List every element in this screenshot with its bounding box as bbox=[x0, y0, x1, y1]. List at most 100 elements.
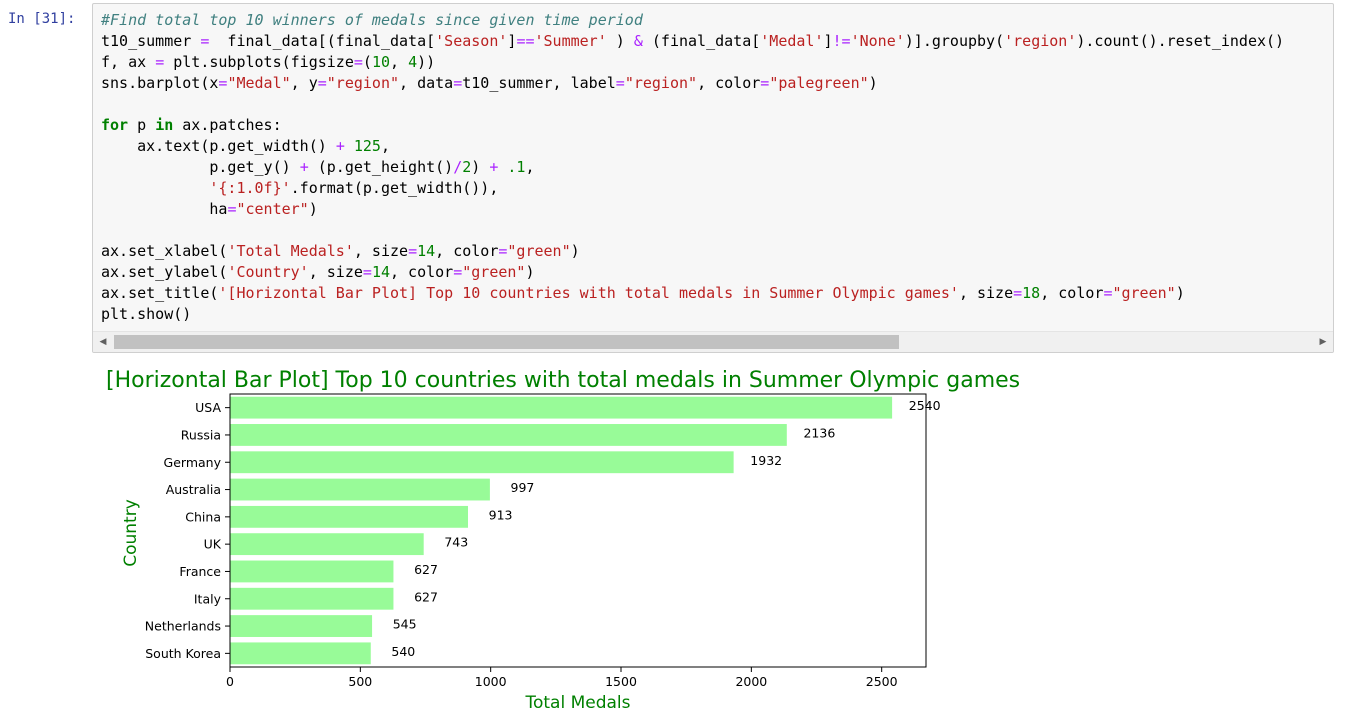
code-token: plt.show() bbox=[101, 305, 192, 323]
code-token: ha bbox=[101, 200, 228, 218]
code-line[interactable]: f, ax = plt.subplots(figsize=(10, 4)) bbox=[101, 52, 1333, 73]
code-token: = bbox=[408, 242, 418, 260]
bar bbox=[230, 533, 424, 556]
code-token: ax.text(p.get_width() bbox=[101, 137, 336, 155]
code-token: = bbox=[362, 263, 372, 281]
code-token: ) bbox=[471, 158, 490, 176]
bar-data-label: 2136 bbox=[803, 425, 835, 440]
y-tick-label: Netherlands bbox=[145, 619, 221, 634]
code-line[interactable]: ax.set_xlabel('Total Medals', size=14, c… bbox=[101, 241, 1333, 262]
code-token: , color bbox=[697, 74, 761, 92]
code-token: t10_summer bbox=[101, 32, 201, 50]
code-token: = bbox=[155, 53, 165, 71]
code-line[interactable]: ax.set_ylabel('Country', size=14, color=… bbox=[101, 262, 1333, 283]
chart-title: [Horizontal Bar Plot] Top 10 countries w… bbox=[106, 368, 1020, 393]
code-token: = bbox=[615, 74, 625, 92]
code-line[interactable]: plt.show() bbox=[101, 304, 1333, 325]
code-token: 'Country' bbox=[227, 263, 309, 281]
code-token: 'Summer' bbox=[534, 32, 607, 50]
x-tick-label: 0 bbox=[226, 674, 234, 689]
code-token: ) bbox=[525, 263, 535, 281]
horizontal-scrollbar[interactable]: ◀ ▶ bbox=[93, 331, 1333, 352]
code-line[interactable]: for p in ax.patches: bbox=[101, 115, 1333, 136]
x-tick-label: 1000 bbox=[475, 674, 507, 689]
code-token: , bbox=[390, 53, 409, 71]
code-token: 14 bbox=[371, 263, 390, 281]
code-token: = bbox=[453, 74, 463, 92]
code-token: sns.barplot(x bbox=[101, 74, 219, 92]
code-line[interactable]: ax.set_title('[Horizontal Bar Plot] Top … bbox=[101, 283, 1333, 304]
y-tick-label: Italy bbox=[194, 591, 222, 606]
code-token: p bbox=[128, 116, 156, 134]
bar-data-label: 997 bbox=[511, 480, 535, 495]
code-token: ] bbox=[823, 32, 833, 50]
code-token: , bbox=[525, 158, 535, 176]
code-cell[interactable]: #Find total top 10 winners of medals sin… bbox=[92, 3, 1334, 353]
code-token: ) bbox=[570, 242, 580, 260]
bar-chart: [Horizontal Bar Plot] Top 10 countries w… bbox=[106, 368, 1020, 713]
code-token: = bbox=[453, 263, 463, 281]
code-token: = bbox=[760, 74, 770, 92]
code-token: ) bbox=[308, 200, 318, 218]
cell-output: [Horizontal Bar Plot] Top 10 countries w… bbox=[92, 360, 1092, 718]
code-token: 2 bbox=[462, 158, 472, 176]
code-token: = bbox=[227, 200, 237, 218]
code-token: , bbox=[380, 137, 390, 155]
code-line[interactable] bbox=[101, 94, 1333, 115]
code-token: = bbox=[1103, 284, 1113, 302]
bar-data-label: 2540 bbox=[909, 398, 941, 413]
code-line[interactable]: p.get_y() + (p.get_height()/2) + .1, bbox=[101, 157, 1333, 178]
code-line[interactable]: ha="center") bbox=[101, 199, 1333, 220]
code-line[interactable] bbox=[101, 220, 1333, 241]
y-axis-label: Country bbox=[121, 499, 141, 567]
code-token: ) bbox=[1175, 284, 1185, 302]
code-token: & bbox=[633, 32, 643, 50]
code-token: "palegreen" bbox=[769, 74, 869, 92]
code-token: "region" bbox=[624, 74, 698, 92]
code-token: , color bbox=[435, 242, 499, 260]
code-token: ax.set_xlabel( bbox=[101, 242, 228, 260]
code-line[interactable]: sns.barplot(x="Medal", y="region", data=… bbox=[101, 73, 1333, 94]
code-token: 'None' bbox=[850, 32, 905, 50]
code-token: = bbox=[1013, 284, 1023, 302]
code-line[interactable]: t10_summer = final_data[(final_data['Sea… bbox=[101, 31, 1333, 52]
code-editor[interactable]: #Find total top 10 winners of medals sin… bbox=[101, 10, 1333, 325]
code-token: , color bbox=[1040, 284, 1104, 302]
code-line[interactable]: '{:1.0f}'.format(p.get_width()), bbox=[101, 178, 1333, 199]
code-token: 'Total Medals' bbox=[227, 242, 354, 260]
code-token: ) bbox=[606, 32, 634, 50]
y-tick-label: Russia bbox=[181, 427, 221, 442]
code-token: , color bbox=[390, 263, 454, 281]
code-token: ( bbox=[362, 53, 372, 71]
code-token: = bbox=[353, 53, 363, 71]
y-tick-label: South Korea bbox=[145, 646, 221, 661]
code-token: = bbox=[317, 74, 327, 92]
scrollbar-thumb[interactable] bbox=[114, 335, 899, 349]
x-tick-label: 1500 bbox=[605, 674, 637, 689]
y-tick-label: Australia bbox=[166, 482, 221, 497]
code-token: 'Medal' bbox=[760, 32, 824, 50]
code-line[interactable]: #Find total top 10 winners of medals sin… bbox=[101, 10, 1333, 31]
bar bbox=[230, 560, 394, 583]
code-token: / bbox=[453, 158, 463, 176]
code-token: 18 bbox=[1022, 284, 1041, 302]
code-token: = bbox=[200, 32, 210, 50]
code-token: (final_data[ bbox=[642, 32, 761, 50]
scroll-right-arrow-icon[interactable]: ▶ bbox=[1319, 337, 1327, 347]
code-token: 4 bbox=[408, 53, 418, 71]
code-token: 14 bbox=[417, 242, 436, 260]
code-token: 10 bbox=[371, 53, 390, 71]
bar bbox=[230, 587, 394, 610]
code-token: "green" bbox=[507, 242, 571, 260]
code-token: p.get_y() bbox=[101, 158, 300, 176]
bar bbox=[230, 505, 468, 528]
code-line[interactable]: ax.text(p.get_width() + 125, bbox=[101, 136, 1333, 157]
scroll-left-arrow-icon[interactable]: ◀ bbox=[99, 337, 107, 347]
bar-data-label: 627 bbox=[414, 562, 438, 577]
bar-data-label: 540 bbox=[391, 644, 415, 659]
code-token: )) bbox=[417, 53, 436, 71]
code-token: final_data[(final_data[ bbox=[209, 32, 436, 50]
code-token: 'Season' bbox=[435, 32, 508, 50]
bar bbox=[230, 424, 787, 446]
x-axis-label: Total Medals bbox=[524, 693, 630, 713]
